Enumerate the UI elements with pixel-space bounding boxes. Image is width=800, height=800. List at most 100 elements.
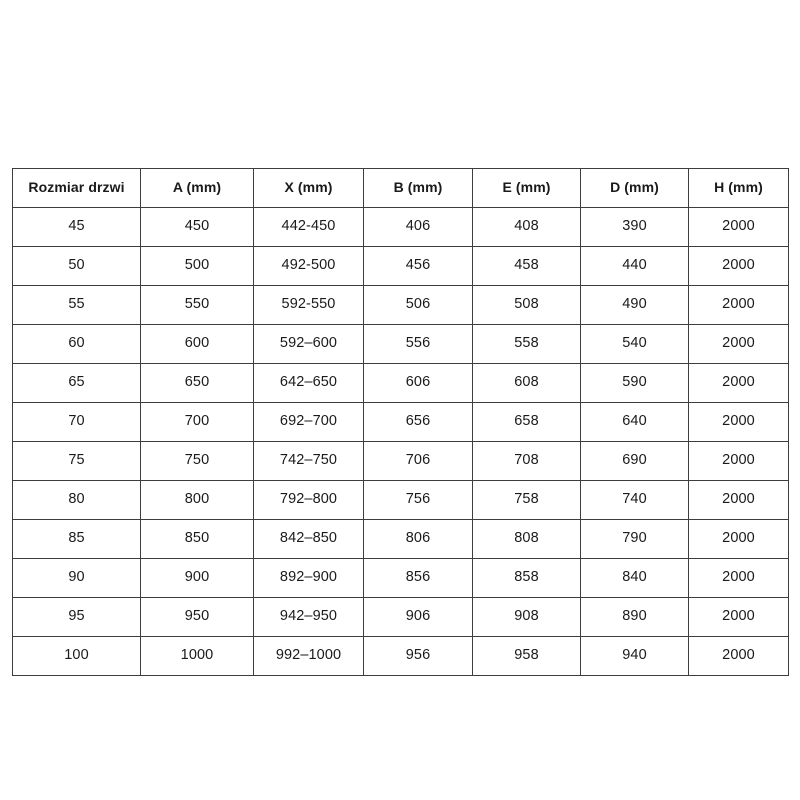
table-row: 95 950 942–950 906 908 890 2000 bbox=[12, 597, 789, 637]
cell-e: 558 bbox=[472, 324, 581, 364]
cell-h: 2000 bbox=[688, 519, 789, 559]
cell-size: 90 bbox=[12, 558, 141, 598]
column-header-a: A (mm) bbox=[140, 168, 254, 208]
cell-x: 592–600 bbox=[253, 324, 364, 364]
cell-d: 640 bbox=[580, 402, 689, 442]
cell-e: 758 bbox=[472, 480, 581, 520]
cell-b: 656 bbox=[363, 402, 473, 442]
cell-size: 80 bbox=[12, 480, 141, 520]
cell-a: 900 bbox=[140, 558, 254, 598]
cell-d: 790 bbox=[580, 519, 689, 559]
cell-h: 2000 bbox=[688, 363, 789, 403]
cell-x: 942–950 bbox=[253, 597, 364, 637]
cell-d: 440 bbox=[580, 246, 689, 286]
cell-e: 908 bbox=[472, 597, 581, 637]
cell-h: 2000 bbox=[688, 636, 789, 676]
cell-a: 1000 bbox=[140, 636, 254, 676]
cell-b: 956 bbox=[363, 636, 473, 676]
cell-size: 50 bbox=[12, 246, 141, 286]
table-header-row: Rozmiar drzwi A (mm) X (mm) B (mm) E (mm… bbox=[12, 168, 789, 208]
column-header-b: B (mm) bbox=[363, 168, 473, 208]
cell-a: 550 bbox=[140, 285, 254, 325]
cell-x: 642–650 bbox=[253, 363, 364, 403]
table-row: 80 800 792–800 756 758 740 2000 bbox=[12, 480, 789, 520]
cell-d: 690 bbox=[580, 441, 689, 481]
cell-d: 740 bbox=[580, 480, 689, 520]
cell-x: 742–750 bbox=[253, 441, 364, 481]
table-row: 65 650 642–650 606 608 590 2000 bbox=[12, 363, 789, 403]
cell-e: 508 bbox=[472, 285, 581, 325]
table-row: 70 700 692–700 656 658 640 2000 bbox=[12, 402, 789, 442]
cell-e: 958 bbox=[472, 636, 581, 676]
cell-b: 606 bbox=[363, 363, 473, 403]
cell-b: 806 bbox=[363, 519, 473, 559]
cell-size: 55 bbox=[12, 285, 141, 325]
cell-x: 692–700 bbox=[253, 402, 364, 442]
cell-x: 842–850 bbox=[253, 519, 364, 559]
column-header-rozmiar-drzwi: Rozmiar drzwi bbox=[12, 168, 141, 208]
cell-d: 890 bbox=[580, 597, 689, 637]
cell-d: 540 bbox=[580, 324, 689, 364]
cell-a: 450 bbox=[140, 207, 254, 247]
cell-x: 442-450 bbox=[253, 207, 364, 247]
spec-table-container: Rozmiar drzwi A (mm) X (mm) B (mm) E (mm… bbox=[12, 168, 789, 676]
cell-a: 700 bbox=[140, 402, 254, 442]
cell-b: 506 bbox=[363, 285, 473, 325]
cell-a: 600 bbox=[140, 324, 254, 364]
cell-h: 2000 bbox=[688, 402, 789, 442]
cell-b: 756 bbox=[363, 480, 473, 520]
cell-size: 60 bbox=[12, 324, 141, 364]
door-size-specification-table: Rozmiar drzwi A (mm) X (mm) B (mm) E (mm… bbox=[12, 168, 789, 676]
column-header-e: E (mm) bbox=[472, 168, 581, 208]
cell-h: 2000 bbox=[688, 558, 789, 598]
cell-h: 2000 bbox=[688, 207, 789, 247]
cell-a: 950 bbox=[140, 597, 254, 637]
cell-b: 906 bbox=[363, 597, 473, 637]
cell-a: 800 bbox=[140, 480, 254, 520]
cell-e: 408 bbox=[472, 207, 581, 247]
cell-b: 856 bbox=[363, 558, 473, 598]
table-row: 60 600 592–600 556 558 540 2000 bbox=[12, 324, 789, 364]
cell-e: 708 bbox=[472, 441, 581, 481]
cell-size: 75 bbox=[12, 441, 141, 481]
cell-e: 658 bbox=[472, 402, 581, 442]
cell-d: 590 bbox=[580, 363, 689, 403]
cell-x: 892–900 bbox=[253, 558, 364, 598]
table-row: 90 900 892–900 856 858 840 2000 bbox=[12, 558, 789, 598]
cell-e: 808 bbox=[472, 519, 581, 559]
cell-h: 2000 bbox=[688, 441, 789, 481]
cell-h: 2000 bbox=[688, 480, 789, 520]
cell-size: 85 bbox=[12, 519, 141, 559]
cell-d: 840 bbox=[580, 558, 689, 598]
cell-x: 592-550 bbox=[253, 285, 364, 325]
cell-d: 490 bbox=[580, 285, 689, 325]
table-row: 45 450 442-450 406 408 390 2000 bbox=[12, 207, 789, 247]
cell-d: 940 bbox=[580, 636, 689, 676]
table-row: 85 850 842–850 806 808 790 2000 bbox=[12, 519, 789, 559]
column-header-h: H (mm) bbox=[688, 168, 789, 208]
cell-d: 390 bbox=[580, 207, 689, 247]
cell-x: 492-500 bbox=[253, 246, 364, 286]
cell-size: 70 bbox=[12, 402, 141, 442]
cell-h: 2000 bbox=[688, 324, 789, 364]
cell-b: 706 bbox=[363, 441, 473, 481]
cell-h: 2000 bbox=[688, 597, 789, 637]
cell-b: 456 bbox=[363, 246, 473, 286]
table-row: 50 500 492-500 456 458 440 2000 bbox=[12, 246, 789, 286]
table-row: 75 750 742–750 706 708 690 2000 bbox=[12, 441, 789, 481]
cell-e: 858 bbox=[472, 558, 581, 598]
cell-a: 850 bbox=[140, 519, 254, 559]
cell-b: 406 bbox=[363, 207, 473, 247]
cell-size: 65 bbox=[12, 363, 141, 403]
column-header-x: X (mm) bbox=[253, 168, 364, 208]
cell-e: 458 bbox=[472, 246, 581, 286]
cell-e: 608 bbox=[472, 363, 581, 403]
table-header: Rozmiar drzwi A (mm) X (mm) B (mm) E (mm… bbox=[12, 168, 789, 208]
cell-a: 650 bbox=[140, 363, 254, 403]
cell-size: 45 bbox=[12, 207, 141, 247]
cell-h: 2000 bbox=[688, 285, 789, 325]
cell-x: 792–800 bbox=[253, 480, 364, 520]
cell-a: 500 bbox=[140, 246, 254, 286]
cell-b: 556 bbox=[363, 324, 473, 364]
